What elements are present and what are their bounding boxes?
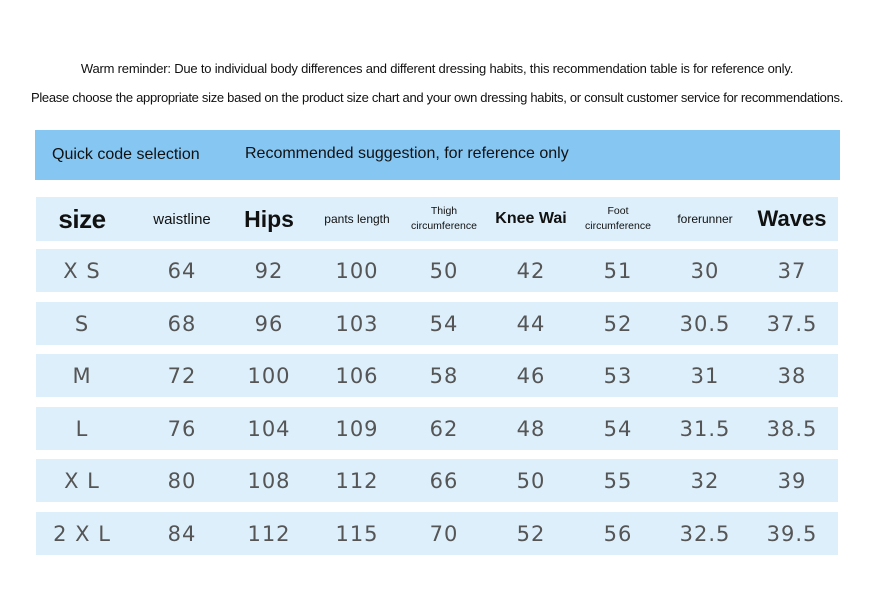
header-waves: Waves xyxy=(757,206,827,231)
cell-thigh: 54 xyxy=(429,311,459,336)
cell-waistline: 72 xyxy=(167,363,197,388)
header-pants-length: pants length xyxy=(324,212,390,226)
cell-waistline: 68 xyxy=(167,311,197,336)
cell-forerunner: 31.5 xyxy=(679,416,731,441)
cell-waves: 37.5 xyxy=(766,311,818,336)
cell-forerunner: 30.5 xyxy=(679,311,731,336)
size-advice-text: Please choose the appropriate size based… xyxy=(30,90,844,105)
cell-foot: 53 xyxy=(603,363,633,388)
cell-hips: 96 xyxy=(254,311,284,336)
cell-waves: 38 xyxy=(777,363,807,388)
table-row: M 72 100 106 58 46 53 31 38 xyxy=(36,354,838,397)
header-foot: Foot circumference xyxy=(578,197,658,241)
warm-reminder-text: Warm reminder: Due to individual body di… xyxy=(80,61,794,76)
cell-knee: 50 xyxy=(516,468,546,493)
table-row: X L 80 108 112 66 50 55 32 39 xyxy=(36,459,838,502)
cell-knee: 46 xyxy=(516,363,546,388)
cell-foot: 54 xyxy=(603,416,633,441)
cell-forerunner: 32 xyxy=(690,468,720,493)
header-thigh-line1: Thigh xyxy=(430,205,458,217)
header-thigh-line2: circumference xyxy=(411,220,477,232)
cell-forerunner: 32.5 xyxy=(679,521,731,546)
header-foot-line2: circumference xyxy=(585,220,651,232)
cell-foot: 52 xyxy=(603,311,633,336)
cell-pants-length: 106 xyxy=(335,363,379,388)
cell-waves: 39 xyxy=(777,468,807,493)
table-header-row: size waistline Hips pants length Thigh c… xyxy=(36,197,838,241)
cell-forerunner: 30 xyxy=(690,258,720,283)
cell-pants-length: 109 xyxy=(335,416,379,441)
header-knee: Knee Wai xyxy=(495,210,567,227)
header-thigh: Thigh circumference xyxy=(399,197,489,241)
cell-waves: 39.5 xyxy=(766,521,818,546)
table-banner: Quick code selection Recommended suggest… xyxy=(35,130,840,180)
header-size: size xyxy=(58,203,106,234)
cell-foot: 55 xyxy=(603,468,633,493)
cell-waistline: 64 xyxy=(167,258,197,283)
cell-size: L xyxy=(75,416,89,441)
cell-hips: 108 xyxy=(247,468,291,493)
cell-foot: 51 xyxy=(603,258,633,283)
cell-size: X S xyxy=(63,258,101,283)
header-forerunner: forerunner xyxy=(677,212,733,226)
quick-code-label: Quick code selection xyxy=(52,146,200,163)
table-row: L 76 104 109 62 48 54 31.5 38.5 xyxy=(36,407,838,450)
cell-size: S xyxy=(74,311,90,336)
cell-thigh: 66 xyxy=(429,468,459,493)
cell-waves: 37 xyxy=(777,258,807,283)
cell-knee: 44 xyxy=(516,311,546,336)
table-row: X S 64 92 100 50 42 51 30 37 xyxy=(36,249,838,292)
cell-knee: 52 xyxy=(516,521,546,546)
cell-pants-length: 103 xyxy=(335,311,379,336)
cell-knee: 48 xyxy=(516,416,546,441)
cell-size: 2 X L xyxy=(53,521,111,546)
cell-thigh: 50 xyxy=(429,258,459,283)
cell-pants-length: 112 xyxy=(335,468,379,493)
cell-forerunner: 31 xyxy=(690,363,720,388)
cell-foot: 56 xyxy=(603,521,633,546)
cell-waistline: 76 xyxy=(167,416,197,441)
header-hips: Hips xyxy=(244,205,294,232)
recommendation-label: Recommended suggestion, for reference on… xyxy=(245,145,569,162)
cell-waves: 38.5 xyxy=(766,416,818,441)
cell-waistline: 80 xyxy=(167,468,197,493)
cell-thigh: 62 xyxy=(429,416,459,441)
cell-thigh: 58 xyxy=(429,363,459,388)
cell-pants-length: 100 xyxy=(335,258,379,283)
cell-hips: 104 xyxy=(247,416,291,441)
cell-knee: 42 xyxy=(516,258,546,283)
cell-size: M xyxy=(72,363,92,388)
cell-waistline: 84 xyxy=(167,521,197,546)
table-row: S 68 96 103 54 44 52 30.5 37.5 xyxy=(36,302,838,345)
cell-hips: 112 xyxy=(247,521,291,546)
cell-size: X L xyxy=(64,468,100,493)
cell-thigh: 70 xyxy=(429,521,459,546)
table-row: 2 X L 84 112 115 70 52 56 32.5 39.5 xyxy=(36,512,838,555)
cell-hips: 92 xyxy=(254,258,284,283)
cell-pants-length: 115 xyxy=(335,521,379,546)
header-waistline: waistline xyxy=(153,210,211,228)
cell-hips: 100 xyxy=(247,363,291,388)
header-foot-line1: Foot xyxy=(607,205,629,217)
